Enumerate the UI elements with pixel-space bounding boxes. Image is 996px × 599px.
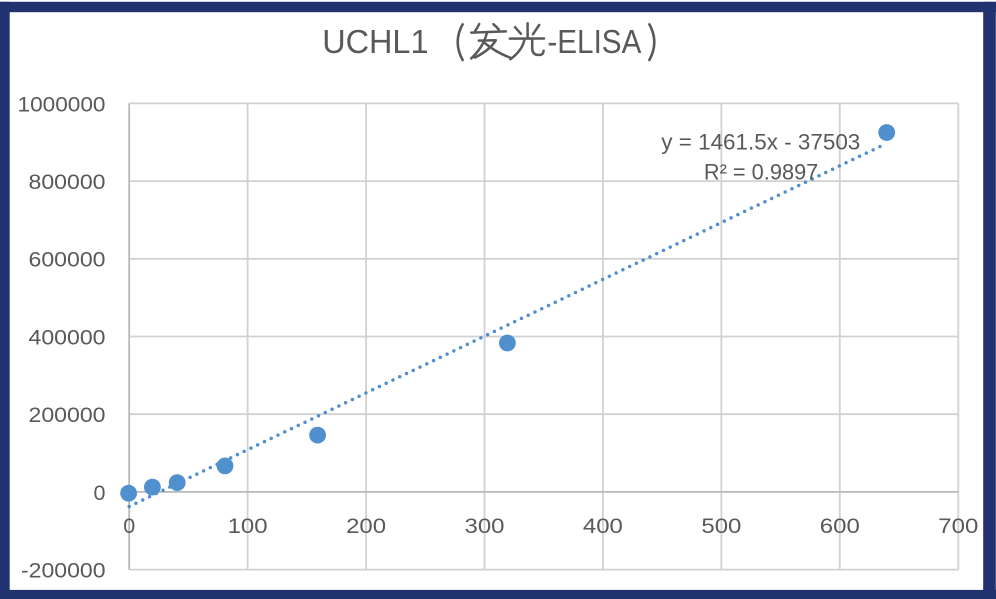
svg-text:300: 300 <box>465 514 505 538</box>
svg-text:200: 200 <box>346 514 386 538</box>
svg-text:400: 400 <box>583 514 623 538</box>
svg-text:-200000: -200000 <box>21 559 106 583</box>
svg-text:600: 600 <box>820 514 860 538</box>
svg-text:0: 0 <box>123 514 135 538</box>
svg-text:-ELISA: -ELISA <box>547 23 641 60</box>
svg-text:0: 0 <box>94 481 106 505</box>
svg-text:600000: 600000 <box>29 248 106 272</box>
svg-text:R² = 0.9897: R² = 0.9897 <box>704 159 818 184</box>
svg-text:400000: 400000 <box>29 325 106 349</box>
svg-text:100: 100 <box>228 514 268 538</box>
svg-text:800000: 800000 <box>29 170 106 194</box>
svg-text:200000: 200000 <box>29 403 106 427</box>
svg-text:700: 700 <box>938 514 978 538</box>
svg-text:y = 1461.5x - 37503: y = 1461.5x - 37503 <box>661 129 860 154</box>
svg-text:500: 500 <box>701 514 741 538</box>
svg-text:UCHL1: UCHL1 <box>322 23 428 60</box>
svg-text:1000000: 1000000 <box>18 92 106 116</box>
